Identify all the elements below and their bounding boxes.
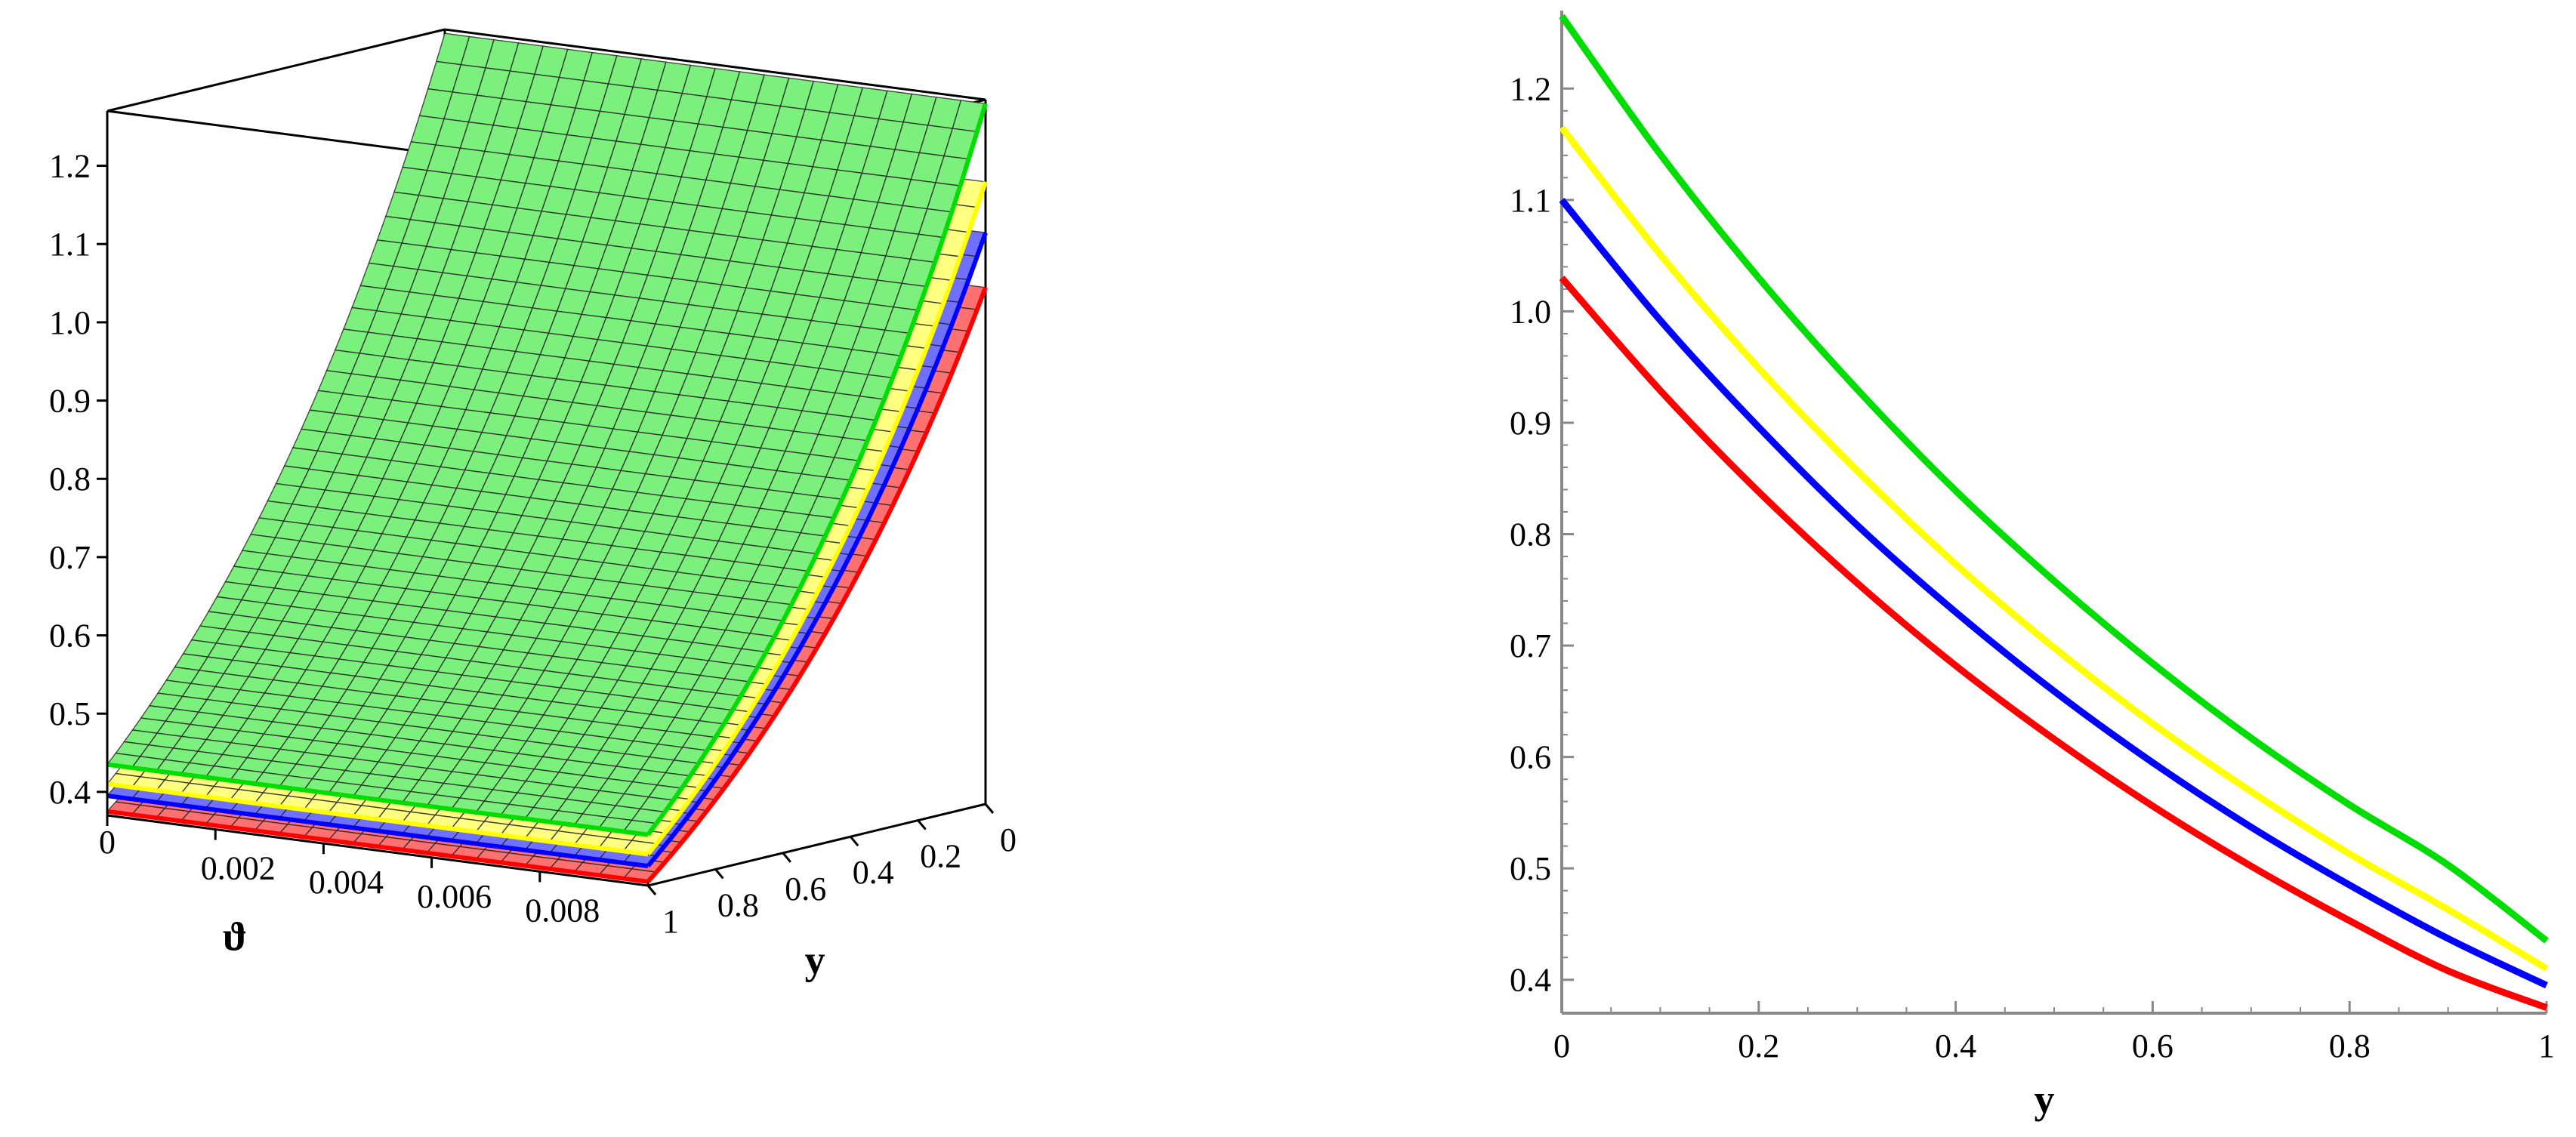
y-tick-label: 0.6 xyxy=(785,870,826,907)
theta-tick-label: 0 xyxy=(99,824,116,861)
theta-tick-label: 0.004 xyxy=(309,864,384,901)
y-tick-label: 0.4 xyxy=(853,854,894,891)
y-tick-mark xyxy=(984,803,995,814)
series-line-3 xyxy=(1559,276,2548,1011)
y-tick-mark xyxy=(917,819,927,830)
x-axis-label: y xyxy=(2034,1077,2054,1122)
y-tick-label: 1 xyxy=(662,903,679,940)
theta-tick-label: 0.006 xyxy=(417,878,492,915)
x-tick-label: 0 xyxy=(1553,1028,1570,1065)
surface-front-edge-2 xyxy=(106,781,649,857)
y-tick-label: 0.2 xyxy=(920,838,961,875)
y-tick-label: 1.0 xyxy=(1510,293,1551,330)
x-tick-label: 0.2 xyxy=(1738,1028,1779,1065)
y-tick-label: 0.4 xyxy=(1510,962,1551,999)
theta-axis-label: ϑ xyxy=(223,914,247,959)
z-tick-label: 0.6 xyxy=(49,618,91,655)
box-edge xyxy=(647,803,986,887)
surface-edge-0 xyxy=(646,286,988,883)
y-tick-label: 1.1 xyxy=(1510,182,1551,219)
x-tick-label: 0.8 xyxy=(2329,1028,2371,1065)
surface-front-edge-1 xyxy=(106,793,649,869)
x-tick-label: 0.4 xyxy=(1935,1028,1976,1065)
box-edge xyxy=(444,28,986,101)
x-tick-label: 0.6 xyxy=(2132,1028,2173,1065)
surface-front-edge-0 xyxy=(106,809,649,884)
z-tick-label: 1.2 xyxy=(49,148,91,185)
y-tick-label: 1.2 xyxy=(1510,70,1551,107)
series-line-1 xyxy=(1559,125,2549,972)
z-tick-label: 0.8 xyxy=(49,461,91,498)
y-tick-label: 0.8 xyxy=(717,886,759,923)
y-axis-label: y xyxy=(805,937,825,982)
theta-tick-label: 0.002 xyxy=(201,850,276,887)
surface-edge-3 xyxy=(646,103,988,837)
series-line-0 xyxy=(1559,14,2549,944)
box-edge xyxy=(106,814,649,887)
x-tick-label: 1 xyxy=(2538,1028,2555,1065)
z-tick-label: 0.7 xyxy=(49,539,91,576)
y-tick-label: 0.7 xyxy=(1510,627,1551,664)
y-tick-mark xyxy=(714,868,724,880)
box-edge xyxy=(106,28,446,112)
surface-edge-2 xyxy=(646,180,988,856)
surface-front-edge-3 xyxy=(106,762,649,837)
y-tick-mark xyxy=(646,885,657,895)
z-tick-label: 0.5 xyxy=(49,695,91,732)
y-tick-mark xyxy=(850,836,859,847)
y-tick-label: 0.9 xyxy=(1510,405,1551,442)
y-tick-mark xyxy=(782,852,791,863)
surface-plot-3d: 0.4 0.5 0.6 0.7 0.8 0.9 1.0 1.1 1.2 0 0.002 0.004 0.… xyxy=(49,28,1017,982)
z-tick-label: 0.4 xyxy=(49,774,91,811)
series-line-2 xyxy=(1559,197,2548,989)
z-tick-label: 1.0 xyxy=(49,304,91,341)
z-tick-label: 0.9 xyxy=(49,383,91,420)
theta-tick-label: 0.008 xyxy=(525,892,600,929)
y-tick-label: 0.6 xyxy=(1510,739,1551,776)
surface-edge-1 xyxy=(646,232,988,868)
y-tick-label: 0.5 xyxy=(1510,850,1551,887)
z-tick-label: 1.1 xyxy=(49,226,91,263)
surface-3 xyxy=(106,32,988,837)
y-tick-label: 0 xyxy=(1000,821,1017,858)
y-tick-label: 0.8 xyxy=(1510,516,1551,553)
